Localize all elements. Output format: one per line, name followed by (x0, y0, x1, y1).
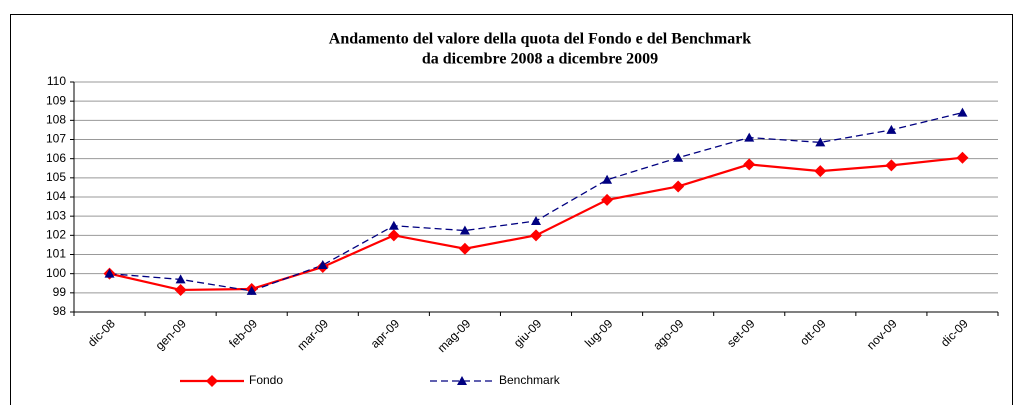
point-marker (886, 124, 897, 134)
point-marker (743, 158, 756, 171)
point-marker (531, 215, 541, 225)
chart-subtitle: da dicembre 2008 a dicembre 2009 (422, 51, 658, 68)
y-tick-label: 104 (46, 189, 66, 203)
point-marker (673, 152, 684, 162)
y-tick-label: 98 (53, 304, 67, 318)
point-marker (956, 151, 969, 164)
legend-marker (206, 375, 218, 387)
chart-title: Andamento del valore della quota del Fon… (329, 31, 751, 48)
point-marker (104, 268, 115, 278)
point-marker (317, 260, 328, 270)
y-tick-label: 103 (46, 208, 66, 222)
point-marker (885, 159, 898, 172)
chart-border (10, 14, 1013, 405)
point-marker (174, 283, 187, 296)
point-marker (814, 165, 827, 178)
y-tick-label: 105 (46, 170, 66, 184)
y-tick-label: 101 (46, 247, 66, 261)
point-marker (815, 137, 826, 147)
legend-marker (457, 376, 467, 385)
point-marker (744, 132, 755, 142)
y-tick-label: 106 (46, 151, 66, 165)
point-marker (601, 193, 614, 206)
point-marker (388, 220, 399, 230)
y-tick-label: 108 (46, 113, 66, 127)
point-marker (672, 180, 685, 193)
y-tick-label: 102 (46, 228, 66, 242)
y-tick-label: 99 (53, 285, 67, 299)
point-marker (957, 107, 968, 117)
y-tick-label: 107 (46, 132, 66, 146)
point-marker (175, 274, 186, 284)
legend-label: Benchmark (499, 373, 561, 387)
point-marker (458, 242, 471, 255)
y-tick-label: 109 (46, 93, 66, 107)
point-marker (530, 229, 542, 242)
point-marker (602, 174, 613, 184)
point-marker (459, 225, 470, 235)
y-tick-label: 110 (47, 74, 66, 88)
point-marker (246, 285, 257, 295)
y-tick-label: 100 (46, 266, 66, 280)
point-marker (387, 229, 400, 242)
legend-label: Fondo (249, 373, 283, 387)
